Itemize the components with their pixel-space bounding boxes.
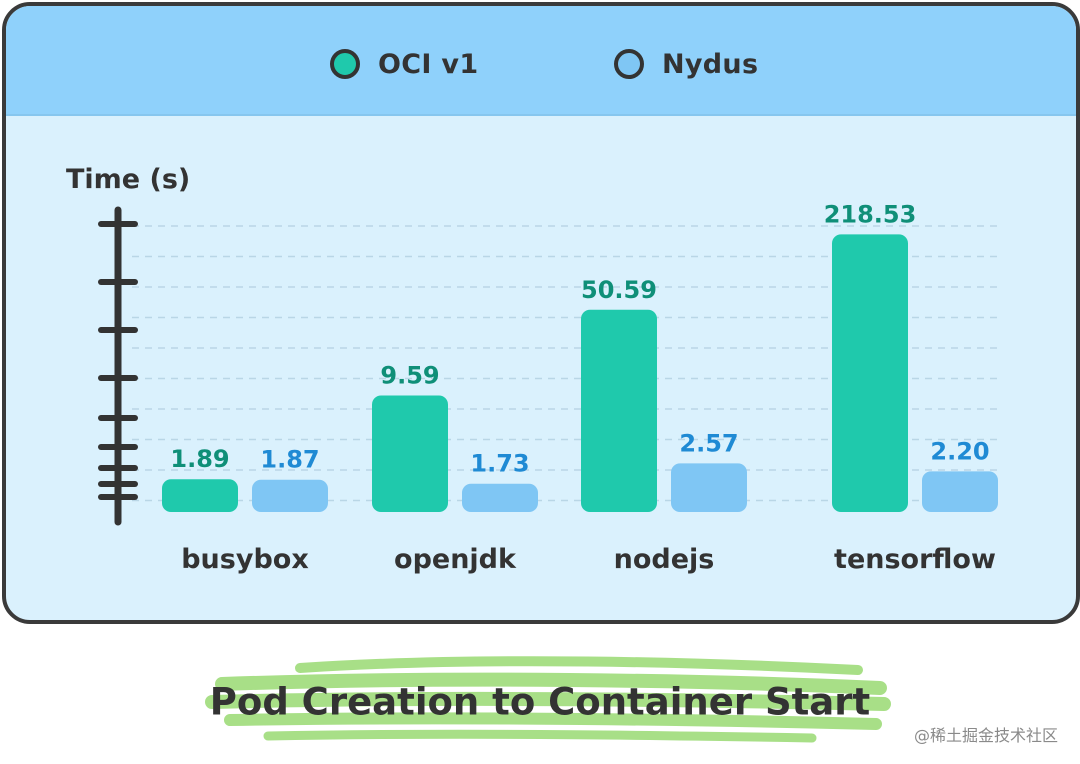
data-label-nydus-busybox: 1.87 [260, 446, 319, 474]
highlight-stroke [224, 712, 882, 730]
bar-nydus-busybox [252, 479, 328, 512]
data-label-nydus-tensorflow: 2.20 [930, 437, 989, 465]
bar-oci-v1-nodejs [581, 309, 657, 512]
legend-item-nydus: Nydus [614, 44, 758, 84]
y-axis-label: Time (s) [66, 164, 191, 195]
highlight-stroke [215, 672, 887, 695]
data-label-oci-v1-busybox: 1.89 [170, 445, 229, 473]
data-label-oci-v1-nodejs: 50.59 [581, 276, 657, 304]
legend-label-oci-v1: OCI v1 [378, 48, 479, 80]
bar-oci-v1-tensorflow [832, 234, 908, 512]
legend-item-oci-v1: OCI v1 [330, 44, 478, 84]
chart-caption: Pod Creation to Container Start [209, 680, 871, 724]
bar-nydus-nodejs [671, 463, 747, 512]
legend: OCI v1 Nydus [6, 6, 1076, 116]
watermark: @稀土掘金技术社区 [913, 726, 1058, 745]
highlight-stroke [295, 656, 863, 675]
highlight-stroke [263, 729, 817, 743]
x-tick-label-openjdk: openjdk [394, 544, 517, 575]
data-label-oci-v1-openjdk: 9.59 [380, 361, 439, 389]
legend-label-nydus: Nydus [662, 48, 759, 80]
x-tick-label-tensorflow: tensorflow [834, 544, 996, 575]
bar-oci-v1-busybox [162, 479, 238, 512]
bar-plot: 1.89 1.87 busybox 9.59 1.73 openjdk 50.59 2.57 n… [98, 200, 998, 575]
x-tick-label-busybox: busybox [181, 544, 309, 575]
x-tick-label-nodejs: nodejs [614, 544, 715, 575]
data-label-nydus-openjdk: 1.73 [470, 450, 529, 478]
legend-swatch-nydus [614, 49, 644, 79]
data-label-oci-v1-tensorflow: 218.53 [824, 200, 917, 228]
legend-swatch-oci-v1 [330, 49, 360, 79]
bar-nydus-tensorflow [922, 471, 998, 512]
bar-oci-v1-openjdk [372, 395, 448, 512]
highlight-stroke [205, 691, 891, 711]
caption-highlight [205, 656, 891, 743]
bar-nydus-openjdk [462, 483, 538, 512]
data-label-nydus-nodejs: 2.57 [679, 429, 738, 457]
